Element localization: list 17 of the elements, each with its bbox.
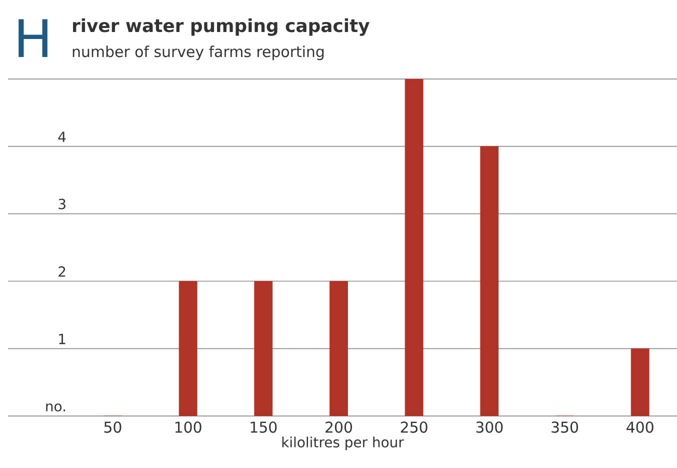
x-tick-label: 300 bbox=[476, 422, 503, 433]
x-tick-label: 200 bbox=[326, 422, 352, 433]
x-tick-label: 100 bbox=[175, 422, 202, 433]
x-tick-label: 250 bbox=[400, 422, 428, 433]
y-tick-label: 1 bbox=[59, 334, 66, 344]
x-axis-title: kilolitres per hour bbox=[282, 436, 404, 450]
y-tick-label: no. bbox=[46, 403, 65, 412]
chart-title: river water pumping capacity bbox=[73, 18, 370, 36]
chart-subtitle: number of survey farms reporting bbox=[72, 46, 324, 60]
y-tick-label: 3 bbox=[58, 198, 66, 210]
text: H bbox=[18, 19, 48, 57]
x-tick-label: 150 bbox=[250, 422, 277, 433]
x-tick-label: 350 bbox=[552, 422, 578, 433]
x-tick-label: 50 bbox=[104, 422, 122, 433]
x-tick-label: 400 bbox=[626, 422, 654, 433]
y-tick-label: 2 bbox=[58, 266, 66, 277]
y-tick-label: 4 bbox=[58, 132, 66, 142]
